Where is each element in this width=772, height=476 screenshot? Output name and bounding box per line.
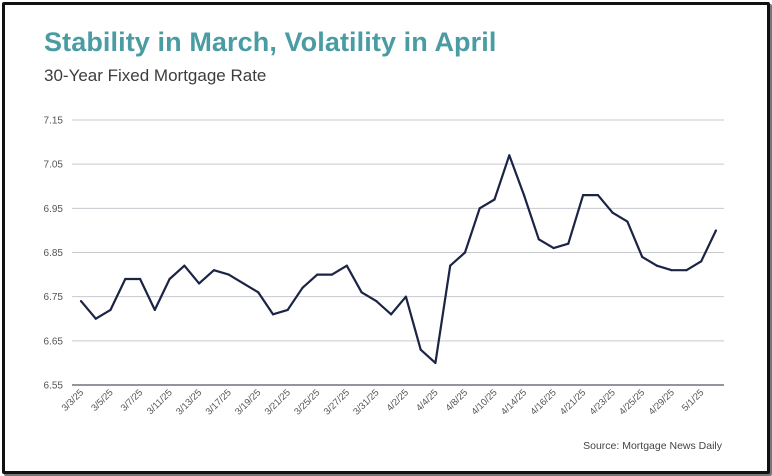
chart-title: Stability in March, Volatility in April — [44, 27, 497, 57]
y-tick-label: 6.75 — [44, 292, 64, 303]
x-tick-label: 3/25/25 — [292, 387, 322, 417]
x-tick-label: 4/4/25 — [414, 387, 440, 413]
data-point — [700, 260, 703, 263]
y-tick-label: 6.55 — [44, 381, 64, 392]
data-point — [227, 273, 230, 276]
data-point — [493, 198, 496, 201]
data-point — [79, 299, 83, 303]
data-point — [552, 246, 555, 250]
data-point — [685, 269, 688, 272]
x-tick-label: 4/25/25 — [617, 387, 647, 417]
data-point — [94, 317, 97, 320]
x-tick-label: 3/31/25 — [351, 387, 381, 417]
data-point — [714, 229, 718, 232]
data-point — [168, 277, 171, 281]
data-point — [522, 193, 526, 197]
data-point — [419, 348, 422, 351]
data-point — [567, 242, 570, 245]
x-tick-label: 3/3/25 — [60, 387, 86, 413]
data-point — [655, 264, 659, 267]
data-point — [375, 299, 378, 303]
data-point — [242, 282, 245, 285]
x-tick-label: 3/5/25 — [89, 387, 115, 413]
data-point — [670, 269, 673, 272]
x-tick-label: 5/1/25 — [680, 387, 706, 413]
data-point — [330, 273, 334, 276]
data-point — [138, 277, 142, 281]
data-point — [449, 264, 452, 267]
data-point — [109, 308, 112, 312]
data-point — [360, 291, 363, 294]
data-point — [478, 207, 481, 210]
x-tick-label: 4/8/25 — [444, 387, 470, 413]
data-point — [626, 220, 629, 223]
x-tick-label: 4/2/25 — [385, 387, 411, 413]
data-point — [316, 273, 319, 276]
data-point — [581, 193, 585, 197]
data-point — [124, 277, 127, 281]
x-tick-label: 4/21/25 — [558, 387, 588, 417]
x-tick-label: 4/16/25 — [528, 387, 558, 417]
series-mortgage-rate — [79, 154, 718, 365]
y-tick-label: 6.95 — [44, 204, 64, 215]
x-tick-label: 3/19/25 — [233, 387, 263, 417]
data-point — [434, 361, 437, 365]
y-tick-label: 6.85 — [44, 248, 64, 259]
data-point — [611, 211, 614, 214]
y-tick-label: 6.65 — [44, 336, 64, 347]
x-tick-label: 3/13/25 — [174, 387, 204, 417]
data-point — [596, 193, 599, 197]
chart-subtitle: 30-Year Fixed Mortgage Rate — [44, 66, 267, 85]
data-point — [390, 313, 393, 316]
data-point — [183, 264, 186, 267]
data-point — [641, 255, 644, 259]
data-point — [404, 295, 407, 298]
data-point — [257, 291, 260, 294]
x-tick-label: 3/7/25 — [119, 387, 145, 413]
x-tick-label: 3/27/25 — [322, 387, 352, 417]
data-point — [153, 308, 156, 312]
data-point — [212, 269, 216, 272]
data-point — [508, 154, 511, 157]
y-tick-label: 7.15 — [44, 116, 64, 127]
data-point — [198, 282, 201, 285]
data-point — [537, 238, 540, 241]
data-point — [286, 308, 289, 312]
chart-source: Source: Mortgage News Daily — [583, 440, 722, 452]
x-tick-label: 3/21/25 — [263, 387, 293, 417]
data-point — [301, 286, 304, 289]
x-tick-label: 4/14/25 — [499, 387, 529, 417]
data-point — [345, 264, 348, 267]
data-point — [463, 251, 467, 254]
x-tick-label: 3/17/25 — [204, 387, 234, 417]
gridlines — [72, 119, 724, 386]
x-axis-ticks: 3/3/25 3/5/25 3/7/25 3/11/25 3/13/25 3/17/25 3… — [60, 387, 707, 417]
x-tick-label: 4/29/25 — [647, 387, 677, 417]
x-tick-label: 3/11/25 — [145, 387, 175, 417]
series-line — [80, 154, 717, 364]
y-tick-label: 7.05 — [44, 160, 64, 171]
x-tick-label: 4/23/25 — [588, 387, 618, 417]
data-point — [271, 313, 275, 316]
x-tick-label: 4/10/25 — [469, 387, 499, 417]
y-axis-ticks: 7.15 7.05 6.95 6.85 6.75 6.65 6.55 — [44, 116, 64, 392]
